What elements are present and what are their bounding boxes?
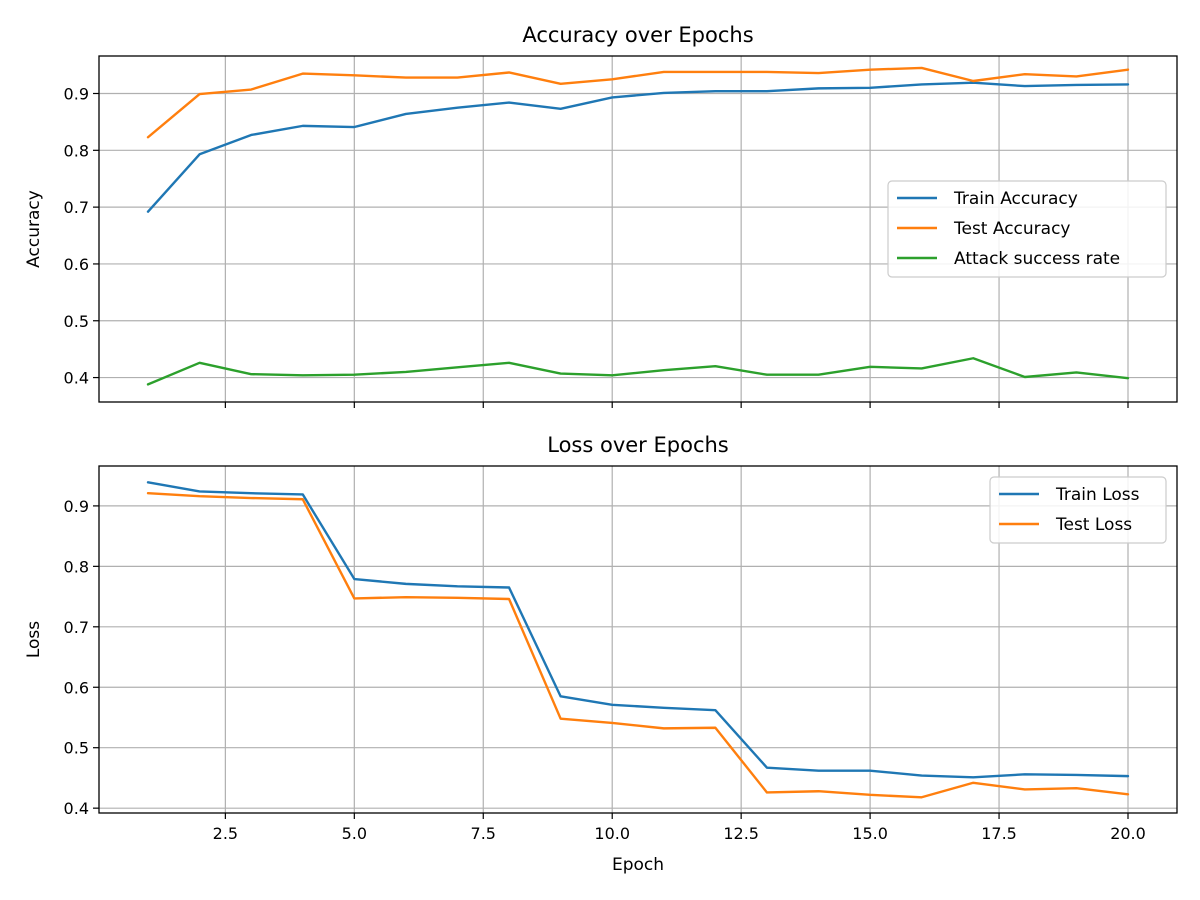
accuracy-y-axis-label: Accuracy bbox=[24, 190, 44, 268]
accuracy-plot-frame bbox=[98, 55, 1178, 403]
loss-legend-label: Test Loss bbox=[1055, 515, 1132, 535]
accuracy-legend: Train Accuracy Test Accuracy Attack succes… bbox=[887, 180, 1167, 278]
loss-chart: 2.5 5.0 7.5 10.0 12.5 15.0 17.5 20.0 0.4 0.5 0.6 0.… bbox=[24, 433, 1178, 875]
loss-grid bbox=[99, 466, 1177, 813]
loss-y-tick-label: 0.5 bbox=[64, 739, 89, 758]
accuracy-y-tick-label: 0.7 bbox=[64, 198, 89, 217]
loss-x-tick-label: 7.5 bbox=[471, 824, 496, 843]
loss-x-tick-label: 2.5 bbox=[213, 824, 238, 843]
loss-legend-label: Train Loss bbox=[1055, 485, 1140, 505]
accuracy-series-test-accuracy bbox=[146, 66, 1130, 139]
loss-y-tick-label: 0.6 bbox=[64, 678, 89, 697]
loss-x-tick-label: 5.0 bbox=[342, 824, 367, 843]
loss-x-tick-label: 15.0 bbox=[852, 824, 888, 843]
loss-y-tick-label: 0.7 bbox=[64, 618, 89, 637]
loss-x-axis-label: Epoch bbox=[612, 855, 664, 875]
accuracy-y-tick-label: 0.4 bbox=[64, 369, 89, 388]
accuracy-chart-title: Accuracy over Epochs bbox=[522, 23, 753, 47]
accuracy-y-tick-label: 0.5 bbox=[64, 312, 89, 331]
accuracy-legend-label: Test Accuracy bbox=[953, 219, 1071, 239]
accuracy-y-tick-label: 0.6 bbox=[64, 255, 89, 274]
accuracy-legend-label: Train Accuracy bbox=[953, 189, 1078, 209]
loss-x-tick-label: 12.5 bbox=[723, 824, 759, 843]
loss-chart-title: Loss over Epochs bbox=[547, 433, 728, 457]
loss-series-test-loss bbox=[146, 492, 1130, 799]
accuracy-chart: 0.4 0.5 0.6 0.7 0.8 0.9 Accuracy over Epochs Ac… bbox=[24, 23, 1178, 408]
loss-y-tick-label: 0.9 bbox=[64, 497, 89, 516]
loss-y-tick-label: 0.4 bbox=[64, 799, 89, 818]
accuracy-legend-box bbox=[887, 180, 1167, 278]
accuracy-y-tick-label: 0.8 bbox=[64, 141, 89, 160]
accuracy-series-train-accuracy bbox=[146, 81, 1130, 213]
loss-series-train-loss bbox=[146, 481, 1130, 779]
loss-plot-frame bbox=[98, 465, 1178, 814]
accuracy-y-tick-label: 0.9 bbox=[64, 84, 89, 103]
accuracy-series-attack-success-rate bbox=[146, 357, 1130, 386]
loss-x-tick-label: 17.5 bbox=[981, 824, 1017, 843]
accuracy-legend-label: Attack success rate bbox=[954, 249, 1120, 269]
loss-x-tick-label: 10.0 bbox=[594, 824, 630, 843]
loss-y-tick-label: 0.8 bbox=[64, 557, 89, 576]
accuracy-grid bbox=[99, 56, 1177, 402]
loss-legend: Train Loss Test Loss bbox=[989, 476, 1167, 544]
loss-x-tick-label: 20.0 bbox=[1110, 824, 1146, 843]
loss-y-axis-label: Loss bbox=[24, 621, 44, 658]
